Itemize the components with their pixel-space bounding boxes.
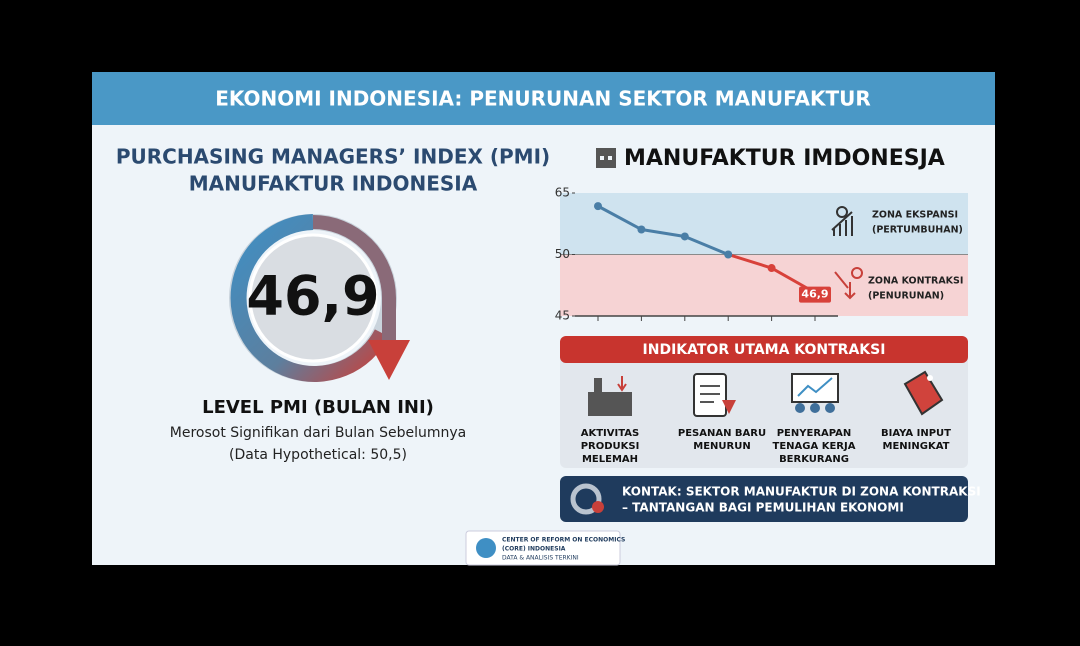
footer-text: – TANTANGAN BAGI PEMULIHAN EKONOMI xyxy=(622,501,904,515)
factory-icon xyxy=(596,148,616,168)
zone-label: (PERTUMBUHAN) xyxy=(872,225,963,236)
indicator-label: PRODUKSI xyxy=(581,441,640,452)
logo-text: (CORE) INDONESIA xyxy=(502,546,566,553)
indicator-labels: AKTIVITAS PRODUKSI MELEMAH PESANAN BARU MENU… xyxy=(581,428,951,465)
indicator-label: MENINGKAT xyxy=(883,441,950,452)
value-label: 46,9 xyxy=(801,288,828,301)
point xyxy=(680,232,689,241)
header-title: EKONOMI INDONESIA: PENURUNAN SEKTOR MANU… xyxy=(215,87,871,111)
gauge-center xyxy=(248,233,378,363)
y-tick-label: 50 xyxy=(555,247,570,261)
y-tick-label: 45 xyxy=(555,309,570,323)
indicator-label: TENAGA KERJA xyxy=(773,441,856,452)
gauge-arrow-head xyxy=(368,340,410,380)
indicator-label: MENURUN xyxy=(693,441,750,452)
price-tag-icon xyxy=(903,370,944,416)
line-segment xyxy=(641,228,686,238)
logo-mark xyxy=(476,538,496,558)
zone-label: ZONA EKSPANSI xyxy=(872,210,958,221)
point xyxy=(637,225,646,234)
indicator-label: BIAYA INPUT xyxy=(881,428,951,439)
indicator-title: INDIKATOR UTAMA KONTRAKSI xyxy=(643,342,886,358)
indicator-label: PESANAN BARU xyxy=(678,428,766,439)
level-label: LEVEL PMI (BULAN INI) xyxy=(202,397,434,418)
indicator-label: PENYERAPAN xyxy=(777,428,852,439)
logo-text: DATA & ANALISIS TERKINI xyxy=(502,555,579,562)
point xyxy=(724,250,733,259)
team-icon xyxy=(791,373,839,413)
footer-banner xyxy=(560,476,968,522)
pmi-title: MANUFAKTUR INDONESIA xyxy=(189,172,478,196)
logo-box xyxy=(465,530,621,566)
indicator-label: AKTIVITAS xyxy=(581,428,639,439)
decline-icon xyxy=(834,267,863,300)
value-label-box xyxy=(799,286,831,303)
clipboard-icon xyxy=(693,373,736,417)
header-band xyxy=(92,72,995,125)
line-segment xyxy=(727,253,773,270)
chart-title: MANUFAKTUR IMDONESJA xyxy=(624,146,945,171)
line-segment xyxy=(684,235,729,256)
gauge-value: 46,9 xyxy=(246,265,379,328)
plot: 45 50 65 46,9 ZONA EKSPANSI (PERTUMBUHAN) ZONA… xyxy=(555,186,968,323)
factory-icon xyxy=(588,376,632,416)
point xyxy=(594,202,602,211)
description: Merosot Signifikan dari Bulan Sebelumnya xyxy=(170,425,466,441)
footer-text: KONTAK: SEKTOR MANUFAKTUR DI ZONA KONTRA… xyxy=(622,485,981,499)
indicator-label: BERKURANG xyxy=(779,454,849,465)
zone-label: ZONA KONTRAKSI xyxy=(868,276,963,287)
point xyxy=(767,264,776,273)
indicator-label: MELEMAH xyxy=(582,454,638,465)
indicator-header xyxy=(560,336,968,363)
line-segment xyxy=(597,204,643,231)
indicator-panel xyxy=(560,336,968,468)
pmi-title: PURCHASING MANAGERS’ INDEX (PMI) xyxy=(116,145,550,169)
description: (Data Hypothetical: 50,5) xyxy=(229,447,407,463)
growth-icon xyxy=(831,206,853,236)
gauge-arrow-shaft xyxy=(312,215,396,340)
gauge-arc xyxy=(230,214,390,382)
gear-icon xyxy=(570,483,604,515)
zone-label: (PENURUNAN) xyxy=(868,291,944,302)
y-tick-label: 65 xyxy=(555,186,570,200)
logo-text: CENTER OF REFORM ON ECONOMICS xyxy=(502,537,625,544)
